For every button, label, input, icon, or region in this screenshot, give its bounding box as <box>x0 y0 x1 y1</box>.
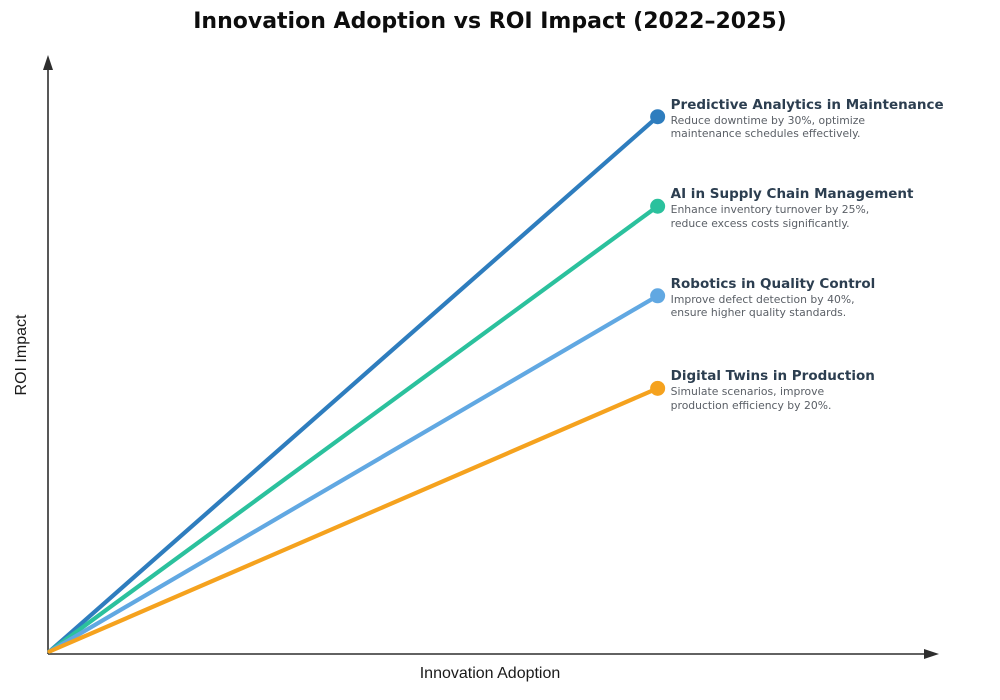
series-name: Robotics in Quality Control <box>670 275 876 292</box>
series-line <box>47 293 660 654</box>
series-description: Simulate scenarios, improve production e… <box>671 385 875 412</box>
series-line <box>47 386 660 654</box>
series-description-line: ensure higher quality standards. <box>670 306 847 320</box>
x-axis-label: Innovation Adoption <box>419 665 561 682</box>
series-endpoint-dot <box>650 109 666 125</box>
series-description-line: maintenance schedules effectively. <box>670 127 861 141</box>
series-name: AI in Supply Chain Management <box>670 186 914 203</box>
y-axis-arrow-icon <box>43 55 53 70</box>
series-annotation-ai-supply-chain: AI in Supply Chain Management Enhance in… <box>671 186 914 230</box>
series-annotation-predictive-analytics: Predictive Analytics in Maintenance Redu… <box>671 97 944 141</box>
series-description-line: Simulate scenarios, improve <box>670 385 825 399</box>
series-endpoint-dot <box>650 380 666 396</box>
series-name: Digital Twins in Production <box>670 368 875 385</box>
series-line <box>47 204 660 654</box>
series-endpoint-dot <box>650 288 666 304</box>
series-description-line: Reduce downtime by 30%, optimize <box>670 113 866 127</box>
series-endpoint-dot <box>650 198 666 214</box>
series-description-line: Improve defect detection by 40%, <box>670 292 855 306</box>
y-axis-label: ROI Impact <box>13 314 30 396</box>
series-name: Predictive Analytics in Maintenance <box>670 96 944 113</box>
series-description-line: reduce excess costs significantly. <box>670 216 850 230</box>
series-description-line: production efficiency by 20%. <box>670 398 832 412</box>
series-description: Improve defect detection by 40%, ensure … <box>671 293 876 320</box>
chart-title: Innovation Adoption vs ROI Impact (2022–… <box>193 9 787 34</box>
series-annotation-robotics-quality: Robotics in Quality Control Improve defe… <box>671 276 876 320</box>
series-annotation-digital-twins: Digital Twins in Production Simulate sce… <box>671 368 875 412</box>
x-axis-arrow-icon <box>924 649 939 659</box>
series-description: Enhance inventory turnover by 25%, reduc… <box>671 203 914 230</box>
series-description-line: Enhance inventory turnover by 25%, <box>670 203 870 217</box>
series-description: Reduce downtime by 30%, optimize mainten… <box>671 114 944 141</box>
series-line <box>47 114 660 654</box>
